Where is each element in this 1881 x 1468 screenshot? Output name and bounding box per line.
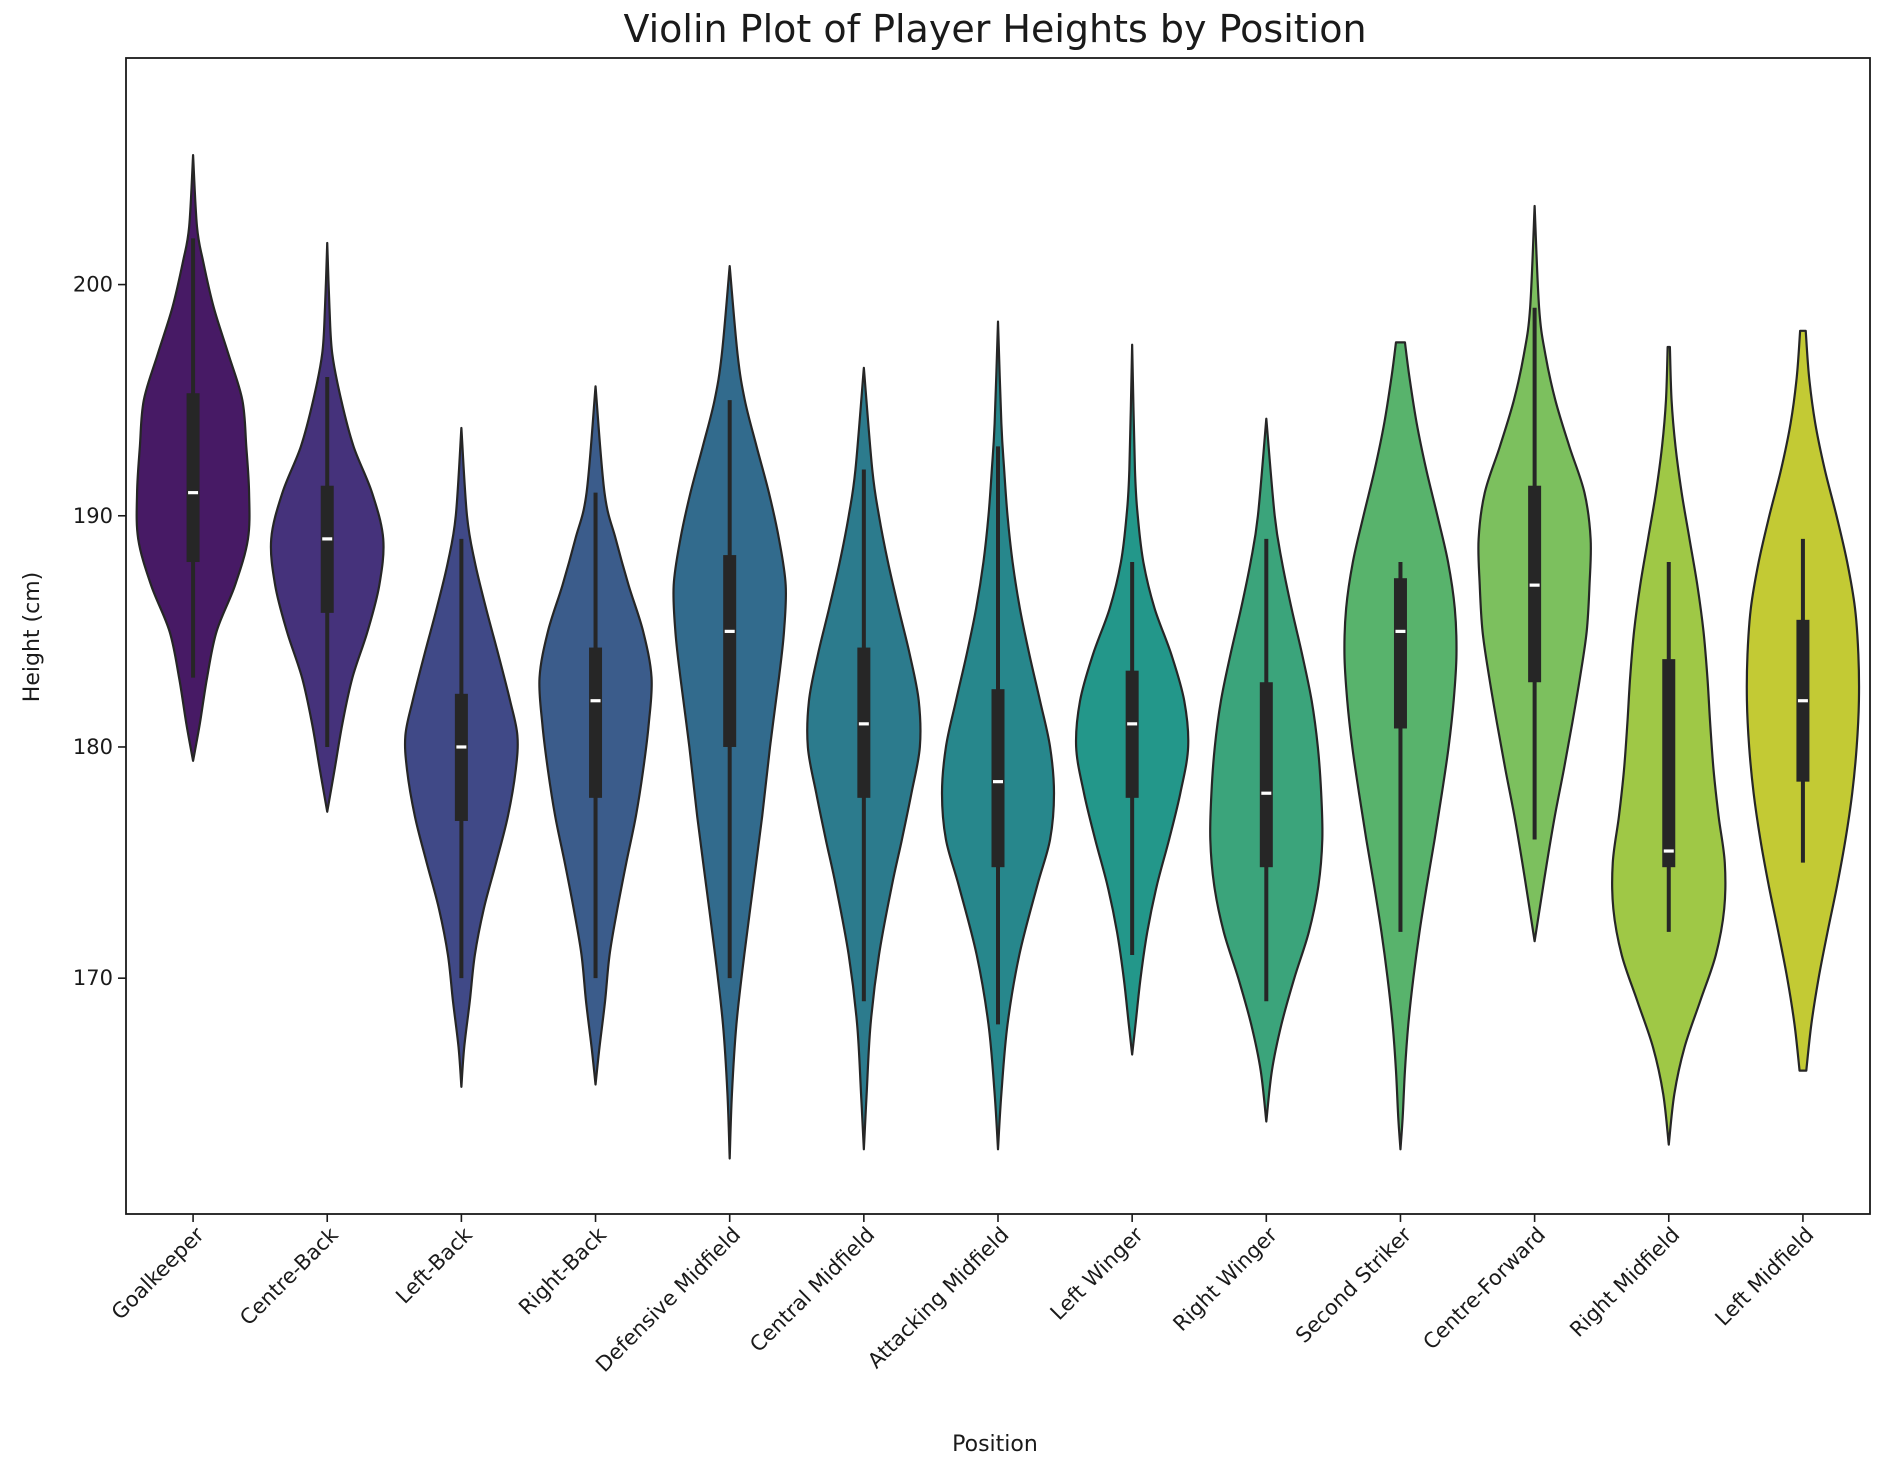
iqr-box [186,393,200,563]
x-tick-label: Centre-Forward [1418,1223,1550,1355]
x-axis-label: Position [952,1432,1038,1457]
x-tick-label: Right Winger [1168,1222,1282,1336]
iqr-box [723,555,737,747]
violin-centre-forward [1477,204,1592,943]
y-axis-label: Height (cm) [20,572,45,702]
x-tick-label: Right-Back [514,1222,612,1320]
chart-title: Violin Plot of Player Heights by Positio… [623,7,1366,51]
violin-goalkeeper [135,154,251,762]
x-axis: Goalkeeper Centre-Back Left-Back Right-Back… [107,1214,1818,1377]
x-tick-label: Second Striker [1291,1222,1416,1347]
x-tick-label: Left-Back [391,1222,477,1308]
violin-defensive-midfield [672,264,788,1160]
x-tick-label: Left Midfield [1710,1223,1818,1331]
iqr-box [589,647,603,798]
iqr-box [1393,578,1407,729]
x-tick-label: Defensive Midfield [591,1223,745,1377]
violin-second-striker [1343,341,1458,1151]
violin-right-back [538,385,653,1086]
iqr-box [320,485,334,613]
y-tick-label-190: 190 [73,504,113,528]
y-tick-label-170: 170 [73,966,113,990]
x-tick-label: Goalkeeper [107,1222,209,1324]
violins-group [135,154,1861,1160]
iqr-box [1259,682,1273,868]
y-tick-label-180: 180 [73,735,113,759]
violin-left-back [403,426,519,1088]
iqr-box [1125,670,1139,798]
violin-left-winger [1074,343,1190,1056]
violin-right-midfield [1611,345,1727,1146]
x-tick-label: Attacking Midfield [863,1223,1013,1373]
y-axis: 170 180 190 200 [73,273,126,990]
y-tick-label-200: 200 [73,273,113,297]
violin-right-winger [1209,417,1324,1123]
x-tick-label: Left Winger [1046,1222,1148,1324]
violin-left-midfield [1745,329,1861,1072]
violin-central-midfield [806,366,922,1151]
x-tick-label: Right Midfield [1565,1223,1684,1342]
iqr-box [454,693,468,821]
x-tick-label: Central Midfield [745,1223,879,1357]
x-tick-label: Centre-Back [235,1222,343,1330]
iqr-box [1662,659,1676,868]
iqr-box [991,689,1005,868]
violin-centre-back [269,241,385,813]
violin-attacking-midfield [940,320,1056,1151]
